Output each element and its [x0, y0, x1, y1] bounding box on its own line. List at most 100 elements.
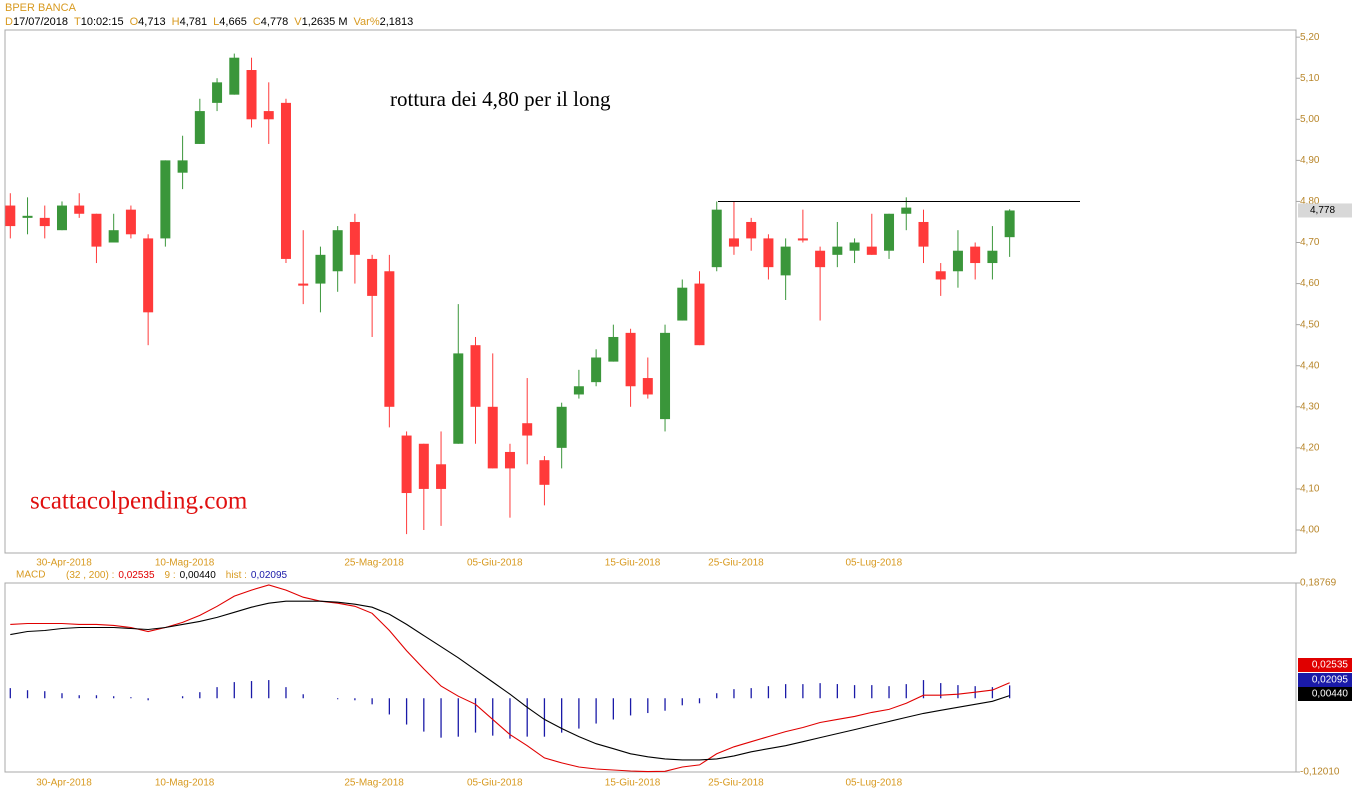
x-tick-label: 10-Mag-2018: [155, 778, 215, 789]
y-tick-label: 4,20: [1300, 443, 1320, 454]
info-key: O: [130, 16, 139, 28]
candle-body: [763, 238, 774, 268]
candle-body: [746, 221, 757, 239]
x-tick-label: 25-Mag-2018: [344, 778, 404, 789]
candle-body: [229, 57, 240, 95]
value-box-label: 0,02095: [1312, 675, 1349, 686]
x-tick-label: 15-Giu-2018: [605, 558, 661, 569]
candle-body: [866, 246, 877, 255]
candle-body: [5, 205, 16, 227]
candle-body: [22, 215, 33, 218]
value-box: [1298, 687, 1352, 701]
candle-body: [539, 460, 550, 485]
candle-body: [556, 406, 567, 448]
candle-body: [384, 271, 395, 407]
info-value: 2,1813: [380, 16, 414, 28]
x-tick-label: 25-Mag-2018: [344, 558, 404, 569]
candle-body: [901, 207, 912, 214]
info-key: D: [5, 16, 13, 28]
y-tick-label: 4,60: [1300, 278, 1320, 289]
y-tick-label: 5,00: [1300, 114, 1320, 125]
candle-body: [143, 238, 154, 313]
candle-body: [91, 213, 102, 247]
candle-body: [125, 209, 136, 235]
candle-body: [608, 336, 619, 362]
candle-body: [832, 246, 843, 255]
y-tick-label: 4,70: [1300, 237, 1320, 248]
x-tick-label: 30-Apr-2018: [36, 778, 92, 789]
candle-body: [160, 160, 171, 239]
y-tick-label: 4,80: [1300, 196, 1320, 207]
x-tick-label: 30-Apr-2018: [36, 558, 92, 569]
candle-body: [797, 238, 808, 241]
candle-body: [39, 217, 50, 227]
last-price-label: 4,778: [1310, 205, 1335, 216]
candle-body: [56, 205, 67, 231]
candle-body: [849, 242, 860, 251]
candle-body: [332, 230, 343, 272]
info-value: 10:02:15: [81, 16, 124, 28]
candle-body: [625, 332, 636, 387]
y-tick-label: -0,12010: [1300, 767, 1340, 778]
candle-body: [280, 102, 291, 259]
candle-body: [1004, 210, 1015, 238]
candle-body: [935, 271, 946, 280]
value-box: [1298, 673, 1352, 687]
candle-body: [522, 423, 533, 436]
candle-body: [418, 443, 429, 489]
y-tick-label: 5,20: [1300, 32, 1320, 43]
y-tick-label: 4,40: [1300, 360, 1320, 371]
info-key: C: [253, 16, 261, 28]
candle-body: [591, 357, 602, 383]
candle-body: [453, 353, 464, 444]
x-tick-label: 10-Mag-2018: [155, 558, 215, 569]
info-key: T: [74, 16, 81, 28]
candle-body: [212, 82, 223, 103]
y-tick-label: 4,30: [1300, 401, 1320, 412]
value-box: [1298, 658, 1352, 672]
candle-body: [952, 250, 963, 272]
legend-name: (32 , 200) :: [66, 570, 114, 581]
macd-line: [10, 584, 1010, 773]
macd-line: [10, 600, 1010, 761]
candle-body: [728, 238, 739, 247]
value-box-label: 0,02535: [1312, 660, 1349, 671]
legend-value: 0,00440: [180, 570, 217, 581]
info-value: 4,713: [138, 16, 166, 28]
y-tick-label: 4,10: [1300, 484, 1320, 495]
last-price-box: [1298, 203, 1352, 218]
legend-name: 9 :: [165, 570, 176, 581]
candle-body: [918, 221, 929, 247]
macd-info: (32 , 200) : 0,02535 9 : 0,00440 hist : 0,020…: [66, 570, 288, 581]
candle-body: [298, 283, 309, 286]
candle-body: [436, 464, 447, 489]
candle-body: [573, 386, 584, 395]
candle-body: [108, 230, 119, 243]
info-key: L: [213, 16, 219, 28]
candle-body: [987, 250, 998, 264]
candle-body: [642, 378, 653, 395]
candle-body: [711, 209, 722, 268]
info-key: V: [294, 16, 302, 28]
info-key: H: [172, 16, 180, 28]
candle-body: [487, 406, 498, 469]
info-line: D17/07/2018 T10:02:15 O4,713 H4,781 L4,665 C4…: [5, 16, 413, 28]
legend-value: 0,02095: [251, 570, 288, 581]
price-panel: [4, 29, 1297, 554]
candle-body: [246, 70, 257, 120]
candle-body: [401, 435, 412, 494]
x-tick-label: 05-Lug-2018: [845, 558, 902, 569]
info-value: 4,781: [180, 16, 208, 28]
info-value: 4,778: [261, 16, 289, 28]
candle-body: [780, 246, 791, 276]
y-tick-label: 4,00: [1300, 525, 1320, 536]
candle-body: [349, 221, 360, 255]
info-value: 1,2635 M: [302, 16, 348, 28]
candle-body: [970, 246, 981, 264]
candle-body: [367, 258, 378, 296]
candle-body: [660, 332, 671, 420]
candle-body: [263, 111, 274, 120]
x-tick-label: 25-Giu-2018: [708, 558, 764, 569]
